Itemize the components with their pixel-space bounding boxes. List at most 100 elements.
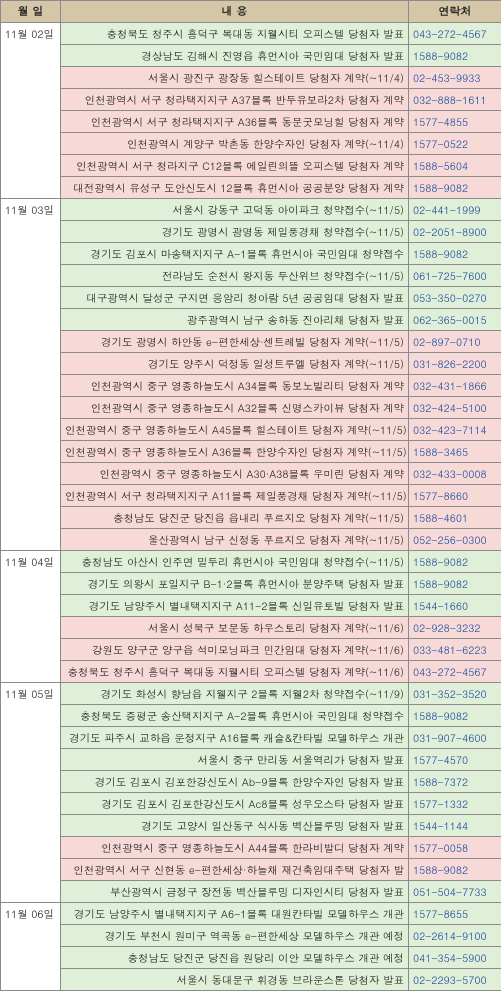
desc-cell: 경기도 부천시 원미구 역곡동 e-편한세상 모델하우스 개관 예정 (61, 925, 409, 947)
desc-cell: 서울시 성북구 보문동 하우스토리 당첨자 계약(~11/6) (61, 617, 409, 639)
tel-cell: 043-272-4567 (409, 23, 501, 45)
desc-cell: 경상남도 김해시 진영읍 휴먼시아 국민임대 당첨자 발표 (61, 45, 409, 67)
desc-cell: 경기도 김포시 마송택지지구 A-1블록 휴먼시아 국민임대 청약접수 (61, 243, 409, 265)
tel-cell: 1588-5604 (409, 155, 501, 177)
desc-cell: 강원도 양구군 양구읍 석미모닝파크 민간임대 당첨자 계약(~11/6) (61, 639, 409, 661)
tel-cell: 02-2614-9100 (409, 925, 501, 947)
tel-cell: 02-2293-5700 (409, 969, 501, 991)
table-row: 서울시 광진구 광장동 힐스테이트 당첨자 계약(~11/4)02-453-99… (1, 67, 501, 89)
table-row: 서울시 성북구 보문동 하우스토리 당첨자 계약(~11/6)02-928-32… (1, 617, 501, 639)
tel-cell: 02-441-1999 (409, 199, 501, 221)
desc-cell: 경기도 광명시 광명동 제일풍경채 청약접수(~11/5) (61, 221, 409, 243)
table-row: 11월 05일경기도 화성시 향남읍 지웰지구 2블록 지웰2차 청약접수(~1… (1, 683, 501, 705)
desc-cell: 인천광역시 중구 영종하늘도시 A44블록 한라비발디 당첨자 계약 (61, 837, 409, 859)
tel-cell: 061-725-7600 (409, 265, 501, 287)
desc-cell: 서울시 강동구 고덕동 아이파크 청약접수(~11/5) (61, 199, 409, 221)
desc-cell: 인천광역시 중구 영종하늘도시 A36블록 한양수자인 당첨자 계약(~11/5… (61, 441, 409, 463)
tel-cell: 041-354-5900 (409, 947, 501, 969)
tel-cell: 033-481-6223 (409, 639, 501, 661)
desc-cell: 경기도 남양주시 별내택지지구 A6-1블록 대원칸타빌 모델하우스 개관 (61, 903, 409, 925)
date-cell: 11월 03일 (1, 199, 61, 551)
tel-cell: 1588-9082 (409, 177, 501, 199)
tel-cell: 032-423-7114 (409, 419, 501, 441)
desc-cell: 대전광역시 유성구 도안신도시 12블록 휴먼시아 공공분양 당첨자 계약 (61, 177, 409, 199)
date-cell: 11월 06일 (1, 903, 61, 991)
table-row: 경기도 김포시 김포한강신도시 Ac8블록 성우오스타 당첨자 발표1577-1… (1, 793, 501, 815)
desc-cell: 충청북도 청주시 흥덕구 복대동 지웰시티 오피스텔 당첨자 발표 (61, 23, 409, 45)
table-row: 충청남도 당진군 당진읍 원당리 이안 모델하우스 개관 예정041-354-5… (1, 947, 501, 969)
header-date: 월 일 (1, 1, 61, 23)
table-row: 인천광역시 계양구 박촌동 한양수자인 당첨자 계약(~11/4)1577-05… (1, 133, 501, 155)
table-row: 인천광역시 중구 영종하늘도시 A44블록 한라비발디 당첨자 계약1577-0… (1, 837, 501, 859)
table-row: 인천광역시 중구 영종하늘도시 A34블록 동보노빌리티 당첨자 계약032-4… (1, 375, 501, 397)
header-desc: 내 용 (61, 1, 409, 23)
tel-cell: 032-424-5100 (409, 397, 501, 419)
tel-cell: 062-365-0015 (409, 309, 501, 331)
table-row: 경기도 남양주시 별내택지지구 A11-2블록 신일유토빌 당첨자 발표1544… (1, 595, 501, 617)
desc-cell: 경기도 화성시 향남읍 지웰지구 2블록 지웰2차 청약접수(~11/9) (61, 683, 409, 705)
desc-cell: 인천광역시 서구 청라지구 C12블록 에일린의뜰 오피스텔 당첨자 계약 (61, 155, 409, 177)
tel-cell: 032-433-0008 (409, 463, 501, 485)
desc-cell: 경기도 고양시 일산동구 식사동 벽산블루밍 당첨자 발표 (61, 815, 409, 837)
desc-cell: 울산광역시 남구 신정동 푸르지오 당첨자 계약(~11/5) (61, 529, 409, 551)
date-cell: 11월 02일 (1, 23, 61, 199)
tel-cell: 1588-9082 (409, 551, 501, 573)
table-row: 경기도 부천시 원미구 역곡동 e-편한세상 모델하우스 개관 예정02-261… (1, 925, 501, 947)
tel-cell: 031-352-3520 (409, 683, 501, 705)
table-row: 경기도 김포시 김포한강신도시 Ab-9블록 한양수자인 당첨자 발표1588-… (1, 771, 501, 793)
desc-cell: 충청남도 당진군 당진읍 원당리 이안 모델하우스 개관 예정 (61, 947, 409, 969)
tel-cell: 032-888-1611 (409, 89, 501, 111)
desc-cell: 광주광역시 남구 송하동 진아리채 당첨자 발표 (61, 309, 409, 331)
tel-cell: 1577-0522 (409, 133, 501, 155)
tel-cell: 02-928-3232 (409, 617, 501, 639)
tel-cell: 1588-4601 (409, 507, 501, 529)
tel-cell: 031-826-2200 (409, 353, 501, 375)
desc-cell: 인천광역시 중구 영종하늘도시 A45블록 힐스테이트 당첨자 계약(~11/5… (61, 419, 409, 441)
table-row: 인천광역시 중구 영종하늘도시 A45블록 힐스테이트 당첨자 계약(~11/5… (1, 419, 501, 441)
desc-cell: 서울시 동대문구 휘경동 브라운스톤 당첨자 발표 (61, 969, 409, 991)
table-row: 인천광역시 서구 청라지구 C12블록 에일린의뜰 오피스텔 당첨자 계약158… (1, 155, 501, 177)
tel-cell: 032-431-1866 (409, 375, 501, 397)
desc-cell: 서울시 광진구 광장동 힐스테이트 당첨자 계약(~11/4) (61, 67, 409, 89)
desc-cell: 충청남도 당진군 당진읍 읍내리 푸르지오 당첨자 계약(~11/5) (61, 507, 409, 529)
desc-cell: 인천광역시 서구 청라택지지구 A11블록 제일풍경채 당첨자 계약(~11/5… (61, 485, 409, 507)
desc-cell: 경기도 의왕시 포일지구 B-1·2블록 휴먼시아 분양주택 당첨자 발표 (61, 573, 409, 595)
desc-cell: 서울시 중구 만리동 서울역리가 당첨자 발표 (61, 749, 409, 771)
table-row: 경기도 의왕시 포일지구 B-1·2블록 휴먼시아 분양주택 당첨자 발표158… (1, 573, 501, 595)
table-row: 경기도 광명시 광명동 제일풍경채 청약접수(~11/5)02-2051-890… (1, 221, 501, 243)
table-row: 대전광역시 유성구 도안신도시 12블록 휴먼시아 공공분양 당첨자 계약158… (1, 177, 501, 199)
table-row: 인천광역시 서구 청라택지지구 A36블록 동문굿모닝힐 당첨자 계약1577-… (1, 111, 501, 133)
tel-cell: 1577-1332 (409, 793, 501, 815)
table-row: 충청남도 당진군 당진읍 읍내리 푸르지오 당첨자 계약(~11/5)1588-… (1, 507, 501, 529)
date-cell: 11월 05일 (1, 683, 61, 903)
desc-cell: 경기도 광명시 하안동 e-편한세상·센트레빌 당첨자 계약(~11/5) (61, 331, 409, 353)
table-row: 충청북도 청주시 흥덕구 복대동 지웰시티 오피스텔 당첨자 계약(~11/6)… (1, 661, 501, 683)
table-row: 경기도 파주시 교하읍 운정지구 A16블록 캐슬&칸타빌 모델하우스 개관03… (1, 727, 501, 749)
desc-cell: 인천광역시 서구 청라택지지구 A36블록 동문굿모닝힐 당첨자 계약 (61, 111, 409, 133)
tel-cell: 1588-9082 (409, 243, 501, 265)
desc-cell: 경기도 남양주시 별내택지지구 A11-2블록 신일유토빌 당첨자 발표 (61, 595, 409, 617)
desc-cell: 충청북도 청주시 흥덕구 복대동 지웰시티 오피스텔 당첨자 계약(~11/6) (61, 661, 409, 683)
date-cell: 11월 04일 (1, 551, 61, 683)
table-row: 광주광역시 남구 송하동 진아리채 당첨자 발표062-365-0015 (1, 309, 501, 331)
desc-cell: 경기도 김포시 김포한강신도시 Ab-9블록 한양수자인 당첨자 발표 (61, 771, 409, 793)
desc-cell: 충청남도 아산시 인주면 밀두리 휴먼시아 국민임대 청약접수(~11/5) (61, 551, 409, 573)
table-row: 경상남도 김해시 진영읍 휴먼시아 국민임대 당첨자 발표1588-9082 (1, 45, 501, 67)
table-row: 11월 02일충청북도 청주시 흥덕구 복대동 지웰시티 오피스텔 당첨자 발표… (1, 23, 501, 45)
tel-cell: 1577-4855 (409, 111, 501, 133)
tel-cell: 043-272-4567 (409, 661, 501, 683)
table-row: 인천광역시 중구 영종하늘도시 A32블록 신명스카이뷰 당첨자 계약032-4… (1, 397, 501, 419)
desc-cell: 충청북도 증평군 송산택지지구 A-2블록 휴먼시아 국민임대 청약접수 (61, 705, 409, 727)
tel-cell: 1588-7372 (409, 771, 501, 793)
header-row: 월 일 내 용 연락처 (1, 1, 501, 23)
desc-cell: 경기도 김포시 김포한강신도시 Ac8블록 성우오스타 당첨자 발표 (61, 793, 409, 815)
table-row: 전라남도 순천시 왕지동 두산위브 청약접수(~11/5)061-725-760… (1, 265, 501, 287)
tel-cell: 02-2051-8900 (409, 221, 501, 243)
desc-cell: 경기도 파주시 교하읍 운정지구 A16블록 캐슬&칸타빌 모델하우스 개관 (61, 727, 409, 749)
tel-cell: 1577-0058 (409, 837, 501, 859)
desc-cell: 경기도 양주시 덕정동 일성트루엘 당첨자 계약(~11/5) (61, 353, 409, 375)
table-row: 서울시 중구 만리동 서울역리가 당첨자 발표1577-4570 (1, 749, 501, 771)
table-row: 인천광역시 서구 신현동 e-편한세상·하늘채 재건축임대주택 당첨자 발158… (1, 859, 501, 881)
table-row: 인천광역시 중구 영종하늘도시 A36블록 한양수자인 당첨자 계약(~11/5… (1, 441, 501, 463)
tel-cell: 1588-9082 (409, 705, 501, 727)
